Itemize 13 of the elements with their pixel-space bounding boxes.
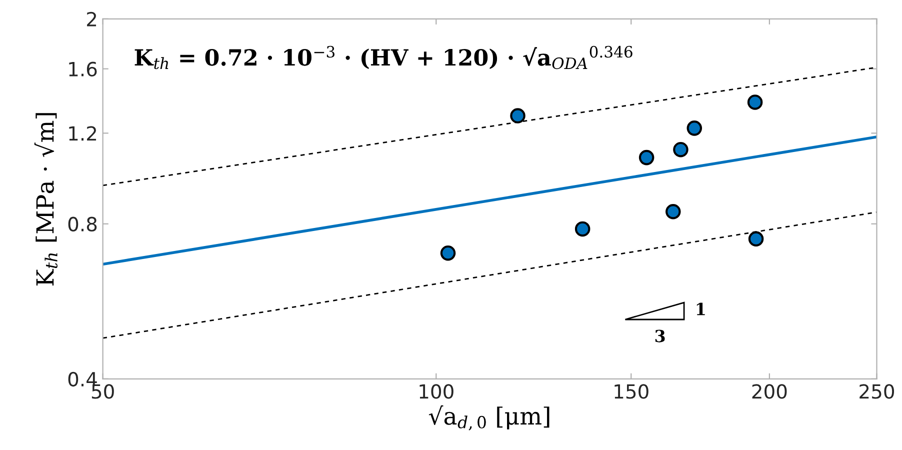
y-tick-label: 1.2: [69, 126, 96, 141]
y-axis-title: K$_{th}$ [MPa · √m]: [34, 113, 58, 286]
annotation: 1: [696, 302, 705, 316]
x-tick-label: 250: [860, 384, 894, 399]
x-tick-label: 150: [614, 384, 648, 399]
annotation: 3: [655, 330, 665, 342]
x-axis-title: √a$_{d,0}$ [μm]: [428, 405, 550, 430]
x-tick-label: 200: [752, 384, 787, 399]
y-tick-label: 0.8: [68, 216, 97, 232]
y-tick-label: 1.6: [69, 62, 97, 76]
annotation: K$_{th}$ = 0.72 · 10$^{−3}$ · (HV + 120) · √a$_{ODA}$$^{0.346}$: [134, 46, 632, 70]
y-tick-label: 2: [87, 12, 96, 26]
x-tick-label: 100: [420, 384, 454, 399]
